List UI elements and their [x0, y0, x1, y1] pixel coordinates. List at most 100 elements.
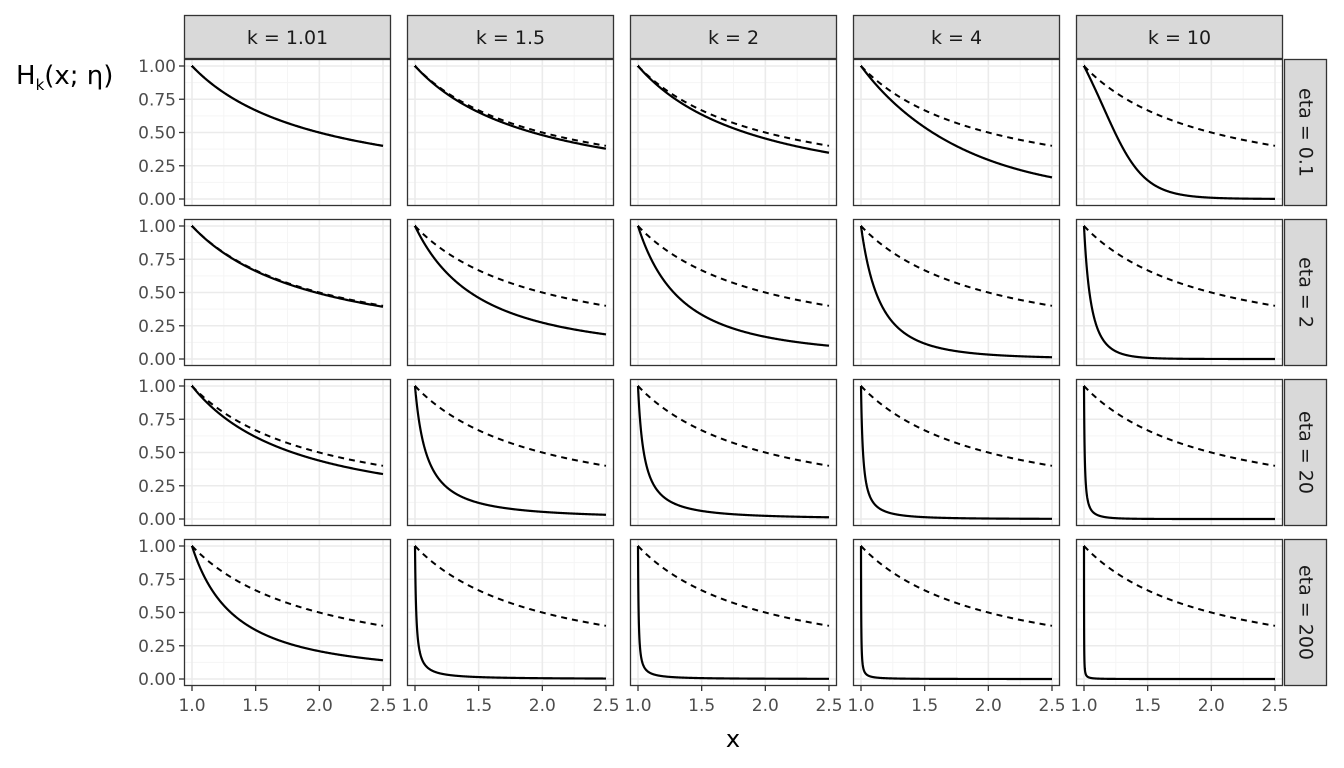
panel-r4-c5 — [1075, 538, 1284, 687]
reference-dashed-line — [191, 385, 384, 467]
x-tick-label: 1.0 — [624, 696, 651, 716]
panel-border — [406, 58, 615, 207]
h-function-solid-line — [190, 545, 384, 662]
column-strip — [406, 14, 615, 60]
x-tick-label: 2.0 — [975, 696, 1002, 716]
panel-border — [852, 538, 1061, 687]
panel-r3-c3 — [629, 378, 838, 527]
x-tick-label: 2.5 — [815, 696, 842, 716]
h-function-solid-line — [190, 384, 384, 476]
panel-r1-c5 — [1075, 58, 1284, 207]
row-strip-label: eta = 0.1 — [1295, 88, 1317, 177]
y-tick-label: 0.50 — [138, 284, 176, 304]
column-strip — [629, 14, 838, 60]
h-function-solid-line — [859, 65, 1053, 179]
panel-r2-c5 — [1075, 218, 1284, 367]
panel-border — [183, 538, 392, 687]
panel-border — [183, 58, 392, 207]
h-function-solid-line — [413, 385, 607, 516]
h-function-solid-line — [859, 386, 1052, 520]
panel-border — [183, 218, 392, 367]
y-tick-label: 0.50 — [138, 124, 176, 144]
x-tick-label: 1.5 — [911, 696, 938, 716]
x-tick-label: 1.0 — [401, 696, 428, 716]
h-function-solid-line — [413, 224, 607, 336]
y-tick-label: 0.00 — [138, 350, 176, 370]
panel-r2-c1 — [183, 218, 392, 367]
panel-r3-c4 — [852, 378, 1061, 527]
panel-r1-c2 — [406, 58, 615, 207]
panel-r2-c4 — [852, 218, 1061, 367]
row-strip-label: eta = 2 — [1295, 257, 1317, 328]
y-tick-label: 0.00 — [138, 190, 176, 210]
panel-border — [1075, 378, 1284, 527]
panel-border — [629, 378, 838, 527]
reference-dashed-line — [191, 545, 384, 627]
h-function-solid-line — [1082, 64, 1275, 200]
y-tick-label: 0.50 — [138, 604, 176, 624]
h-function-solid-line — [859, 546, 1052, 681]
panel-border — [629, 58, 838, 207]
h-function-solid-line — [636, 225, 830, 347]
h-function-solid-line — [636, 546, 829, 680]
row-strip — [1283, 218, 1328, 367]
x-tick-label: 1.0 — [847, 696, 874, 716]
reference-dashed-line — [414, 545, 607, 627]
x-tick-label: 1.5 — [242, 696, 269, 716]
panel-r3-c2 — [406, 378, 615, 527]
row-strip-label: eta = 20 — [1295, 411, 1317, 494]
panel-r1-c4 — [852, 58, 1061, 207]
reference-dashed-line — [414, 65, 607, 147]
panel-border — [183, 378, 392, 527]
panel-border — [1075, 218, 1284, 367]
panel-r2-c2 — [406, 218, 615, 367]
panel-r3-c5 — [1075, 378, 1284, 527]
x-tick-label: 1.0 — [1070, 696, 1097, 716]
column-strip-label: k = 1.01 — [247, 27, 328, 49]
reference-dashed-line — [1083, 385, 1276, 467]
panel-border — [406, 378, 615, 527]
y-tick-label: 0.25 — [138, 637, 176, 657]
reference-dashed-line — [414, 385, 607, 467]
panel-r3-c1 — [183, 378, 392, 527]
panel-r4-c3 — [629, 538, 838, 687]
row-strip — [1283, 378, 1328, 527]
column-strip-label: k = 4 — [931, 27, 982, 49]
y-tick-label: 1.00 — [138, 537, 176, 557]
y-tick-label: 0.00 — [138, 670, 176, 690]
x-tick-label: 1.5 — [688, 696, 715, 716]
y-tick-label: 0.25 — [138, 317, 176, 337]
panel-border — [1075, 58, 1284, 207]
y-tick-label: 0.75 — [138, 570, 176, 590]
x-tick-label: 2.0 — [306, 696, 333, 716]
y-tick-label: 0.00 — [138, 510, 176, 530]
panel-r4-c4 — [852, 538, 1061, 687]
panel-border — [629, 218, 838, 367]
h-function-solid-line — [413, 64, 607, 150]
y-tick-label: 1.00 — [138, 377, 176, 397]
panel-border — [852, 218, 1061, 367]
h-function-solid-line — [636, 385, 830, 519]
reference-dashed-line — [860, 225, 1053, 307]
reference-dashed-line — [1083, 225, 1276, 307]
column-strip-label: k = 2 — [708, 27, 759, 49]
x-tick-label: 2.5 — [1261, 696, 1288, 716]
reference-dashed-line — [860, 385, 1053, 467]
panel-r1-c3 — [629, 58, 838, 207]
h-function-solid-line — [859, 225, 1053, 359]
column-strip-label: k = 1.5 — [476, 27, 545, 49]
panel-border — [406, 538, 615, 687]
panel-r2-c3 — [629, 218, 838, 367]
reference-dashed-line — [637, 385, 830, 467]
reference-dashed-line — [860, 545, 1053, 627]
reference-dashed-line — [1083, 65, 1276, 147]
x-tick-label: 2.5 — [592, 696, 619, 716]
y-axis-title-base: H — [16, 61, 36, 91]
reference-dashed-line — [637, 225, 830, 307]
panel-r1-c1 — [183, 58, 392, 207]
x-axis-title: x — [726, 725, 740, 753]
row-strip — [1283, 58, 1328, 207]
column-strip — [183, 14, 392, 60]
y-tick-label: 0.50 — [138, 444, 176, 464]
